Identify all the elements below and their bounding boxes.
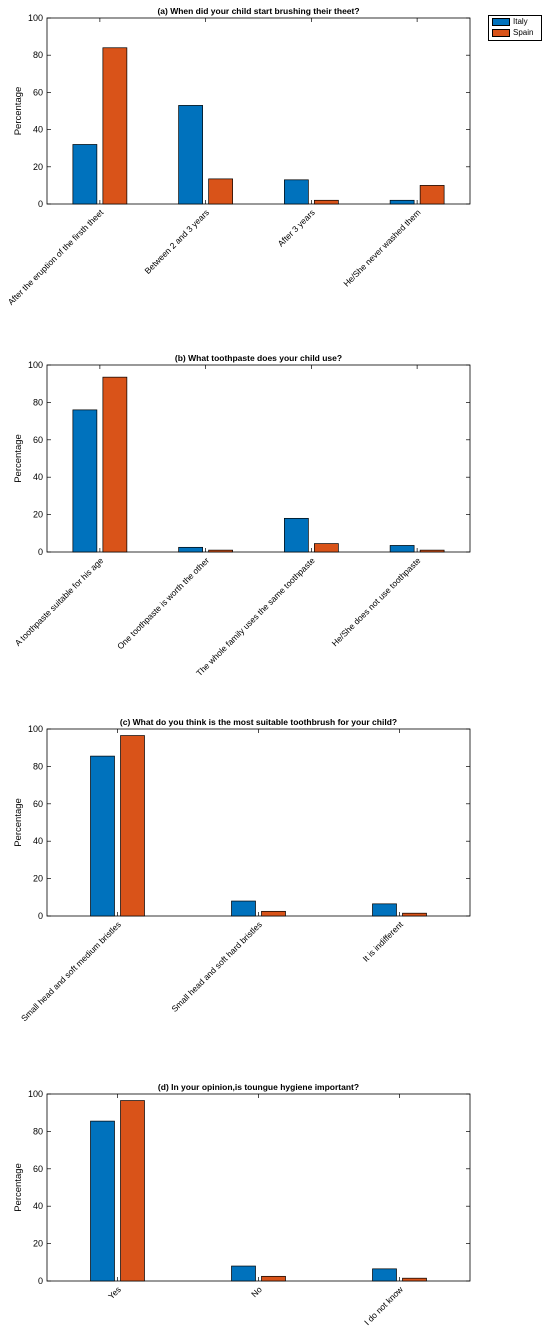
y-axis-label: Percentage — [13, 434, 24, 483]
x-tick-label: It is indifferent — [361, 919, 406, 964]
bar-italy-2 — [372, 903, 397, 917]
y-tick-label: 100 — [28, 13, 43, 23]
y-tick-label: 80 — [33, 397, 43, 407]
bar-italy-1 — [178, 546, 203, 553]
chart-title: (c) What do you think is the most suitab… — [120, 717, 397, 727]
legend-label-italy: Italy — [513, 17, 528, 26]
bar-italy-0 — [72, 409, 98, 553]
y-tick-label: 60 — [33, 799, 43, 809]
legend-swatch-spain — [492, 29, 510, 37]
bar-spain-1 — [261, 910, 286, 917]
bar-spain-2 — [314, 199, 339, 205]
y-axis-label: Percentage — [13, 798, 24, 847]
axes-box — [46, 364, 471, 553]
y-tick-label: 0 — [38, 547, 43, 557]
x-tick-label: I do not know — [362, 1284, 405, 1327]
bar-spain-0 — [120, 1100, 145, 1282]
chart-3: (d) In your opinion,is toungue hygiene i… — [13, 1082, 471, 1327]
x-tick-label: After the eruption of the firsth theet — [6, 207, 106, 307]
bar-italy-1 — [231, 1265, 256, 1282]
y-tick-label: 80 — [33, 761, 43, 771]
bar-italy-3 — [389, 545, 415, 553]
y-tick-label: 20 — [33, 874, 43, 884]
bar-spain-3 — [419, 185, 445, 205]
bar-italy-1 — [231, 900, 256, 917]
bar-italy-0 — [90, 755, 115, 917]
bar-spain-0 — [102, 47, 128, 205]
axes-box — [46, 17, 471, 205]
bar-spain-1 — [261, 1275, 286, 1282]
y-tick-label: 40 — [33, 472, 43, 482]
y-tick-label: 20 — [33, 1239, 43, 1249]
y-tick-label: 40 — [33, 125, 43, 135]
x-tick-label: Yes — [106, 1284, 123, 1301]
bar-spain-1 — [208, 549, 233, 553]
x-tick-label: A toothpaste suitable for his age — [13, 555, 106, 648]
legend: Italy Spain — [488, 15, 542, 41]
bar-italy-2 — [284, 517, 309, 553]
y-tick-label: 60 — [33, 87, 43, 97]
y-tick-label: 100 — [28, 1089, 43, 1099]
bar-spain-0 — [120, 735, 145, 917]
chart-title: (a) When did your child start brushing t… — [157, 6, 359, 16]
y-tick-label: 100 — [28, 724, 43, 734]
bar-italy-1 — [178, 105, 203, 205]
bar-italy-0 — [72, 144, 98, 205]
y-tick-label: 100 — [28, 360, 43, 370]
bar-italy-2 — [284, 179, 309, 205]
x-tick-label: Small head and soft hard bristles — [169, 919, 264, 1014]
x-tick-label: Between 2 and 3 years — [142, 207, 211, 276]
bar-spain-2 — [314, 543, 339, 553]
x-tick-label: He/She never washed them — [341, 207, 422, 288]
y-tick-label: 20 — [33, 510, 43, 520]
bar-spain-0 — [102, 376, 128, 553]
chart-1: (b) What toothpaste does your child use?… — [13, 353, 471, 678]
y-tick-label: 60 — [33, 435, 43, 445]
legend-item-italy: Italy — [492, 17, 540, 27]
x-tick-label: No — [249, 1284, 264, 1299]
chart-2: (c) What do you think is the most suitab… — [13, 717, 471, 1023]
y-tick-label: 40 — [33, 836, 43, 846]
y-axis-label: Percentage — [13, 87, 24, 136]
y-axis-label: Percentage — [13, 1163, 24, 1212]
x-tick-label: He/She does not use toothpaste — [330, 555, 423, 648]
x-tick-label: Small head and soft medium bristles — [19, 919, 123, 1023]
bar-italy-2 — [372, 1268, 397, 1282]
y-tick-label: 0 — [38, 1276, 43, 1286]
legend-item-spain: Spain — [492, 28, 540, 38]
bar-italy-3 — [389, 199, 415, 205]
chart-title: (b) What toothpaste does your child use? — [175, 353, 342, 363]
y-tick-label: 0 — [38, 199, 43, 209]
chart-title: (d) In your opinion,is toungue hygiene i… — [158, 1082, 359, 1092]
y-tick-label: 80 — [33, 50, 43, 60]
y-tick-label: 0 — [38, 911, 43, 921]
chart-0: (a) When did your child start brushing t… — [6, 6, 471, 307]
legend-swatch-italy — [492, 18, 510, 26]
y-tick-label: 40 — [33, 1201, 43, 1211]
legend-label-spain: Spain — [513, 28, 534, 37]
bar-spain-2 — [402, 912, 427, 917]
y-tick-label: 60 — [33, 1164, 43, 1174]
bar-spain-1 — [208, 178, 233, 205]
x-tick-label: The whole family uses the same toothpast… — [194, 555, 317, 678]
x-tick-label: One toothpaste is worth the other — [115, 555, 211, 651]
y-tick-label: 20 — [33, 162, 43, 172]
y-tick-label: 80 — [33, 1126, 43, 1136]
x-tick-label: After 3 years — [276, 207, 317, 248]
bar-spain-3 — [419, 549, 445, 553]
bar-italy-0 — [90, 1120, 115, 1282]
bar-spain-2 — [402, 1277, 427, 1282]
